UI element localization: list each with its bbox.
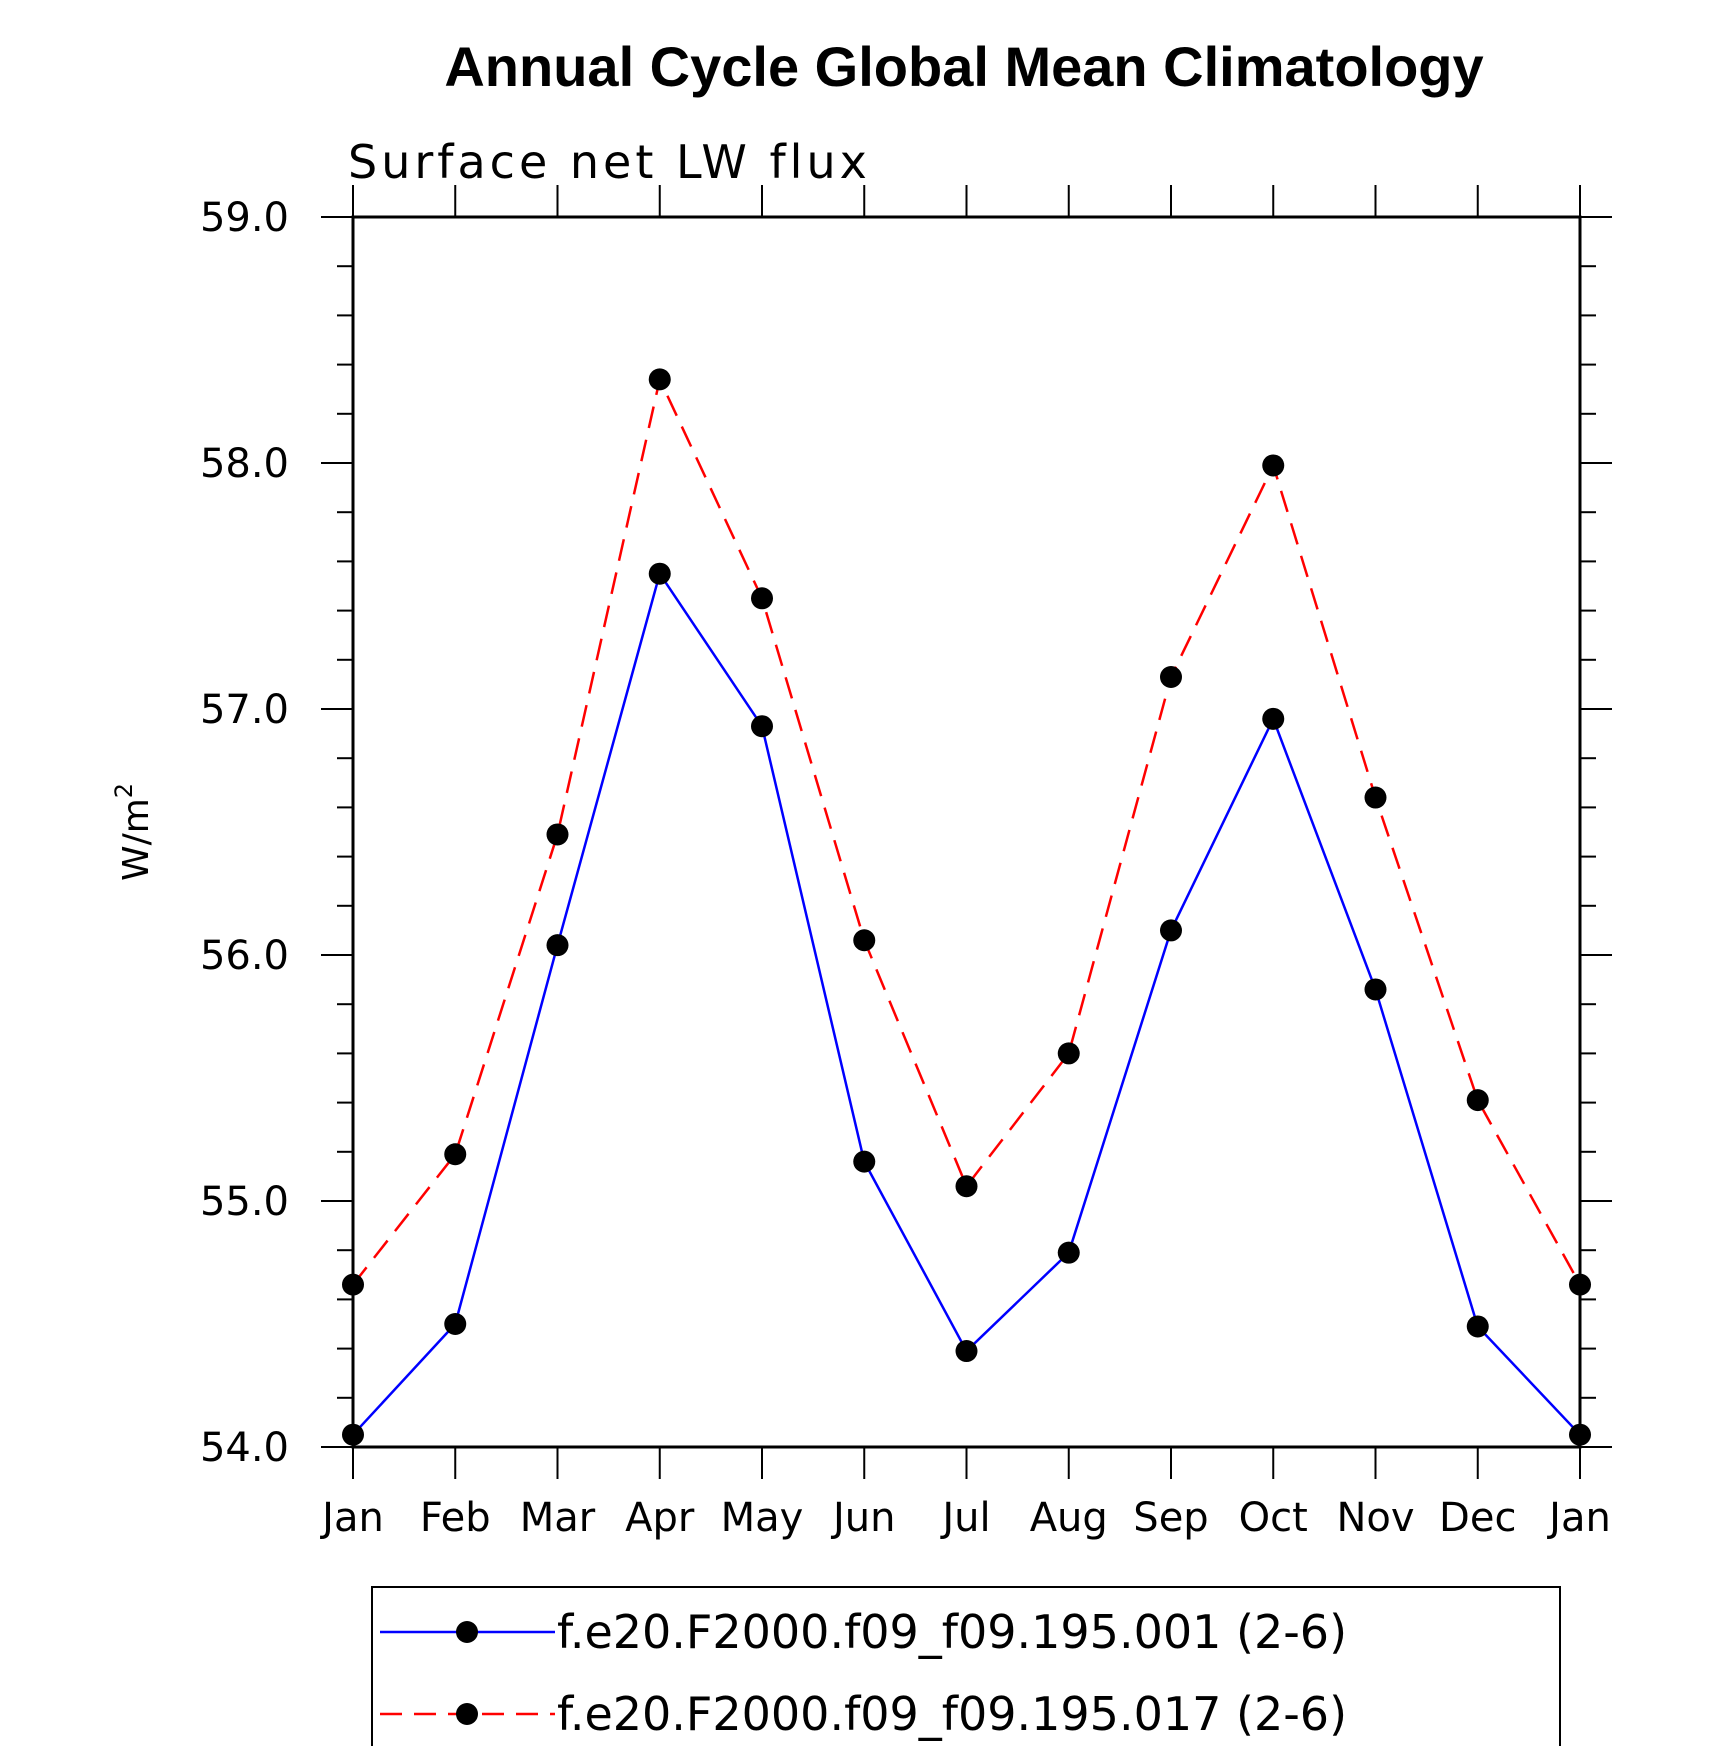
series-2-point [751,587,773,610]
legend-marker-series-1 [456,1621,478,1643]
series-1-point [1160,919,1182,942]
svg-text:W/m2: W/m2 [110,783,157,881]
y-tick-label: 59.0 [200,195,289,241]
series-2-point [1057,1042,1080,1065]
series-1-point [1057,1241,1080,1264]
series-line-2 [352,375,1582,1286]
x-tick-label: Oct [1239,1495,1308,1541]
y-axis-title: W/m2 [110,783,157,881]
series-2-point [1466,1089,1489,1112]
y-tick-label: 58.0 [200,441,289,487]
series-2-point [444,1143,467,1166]
y-tick-label: 54.0 [200,1425,289,1471]
plot-frame [351,215,1582,1449]
y-tick-label: 55.0 [200,1179,289,1225]
series-1-point [546,934,569,957]
series-1-point [342,1423,364,1446]
chart-subtitle: Surface net LW flux [348,135,871,189]
series-1-point [648,562,671,585]
series-1-point [1466,1315,1489,1338]
y-axis-label: W/m [116,798,157,881]
x-tick-label: Sep [1133,1495,1208,1541]
x-tick-label: Jan [319,1495,384,1541]
x-tick-label: Apr [625,1495,695,1541]
series-1-point [444,1313,467,1335]
x-tick-label: Feb [420,1495,491,1541]
x-tick-label: Dec [1439,1495,1516,1541]
x-tick-label: May [721,1495,804,1541]
legend: f.e20.F2000.f09_f09.195.001 (2-6) f.e20.… [371,1586,1561,1746]
x-tick-label: Mar [520,1495,596,1541]
series-1-point [853,1150,876,1173]
x-tick-label: Nov [1336,1495,1414,1541]
series-2-point [1160,666,1182,689]
series-1-point [1569,1423,1591,1446]
series-line-1 [352,570,1581,1436]
y-tick-label: 56.0 [200,933,289,979]
series-2-point [853,929,876,952]
legend-label-series-1: f.e20.F2000.f09_f09.195.001 (2-6) [557,1605,1347,1659]
series-1-point [1364,978,1387,1001]
series-2-point [342,1273,364,1296]
series-2-point [546,823,569,846]
x-tick-label: Jun [830,1495,896,1541]
legend-label-series-2: f.e20.F2000.f09_f09.195.017 (2-6) [557,1687,1347,1741]
chart-title: Annual Cycle Global Mean Climatology [444,35,1483,98]
series-2-point [648,368,671,391]
series-1-point [751,715,773,738]
legend-marker-series-2 [456,1703,478,1725]
legend-box [371,1586,1561,1746]
series-2-point [955,1175,978,1198]
x-tick-label: Jul [939,1495,990,1541]
plot-area: 54.0 55.0 56.0 57.0 58.0 59.0 Jan Feb Mar Apr May J… [200,185,1612,1541]
y-tick-label: 57.0 [200,687,289,733]
series-2-point [1262,454,1285,477]
y-axis-label-superscript: 2 [110,783,138,798]
x-tick-label: Jan [1546,1495,1611,1541]
series-1-point [955,1340,978,1363]
series-1-point [1262,707,1285,730]
x-tick-label: Aug [1030,1495,1108,1541]
series-2-point [1364,786,1387,809]
series-2-point [1569,1273,1591,1296]
